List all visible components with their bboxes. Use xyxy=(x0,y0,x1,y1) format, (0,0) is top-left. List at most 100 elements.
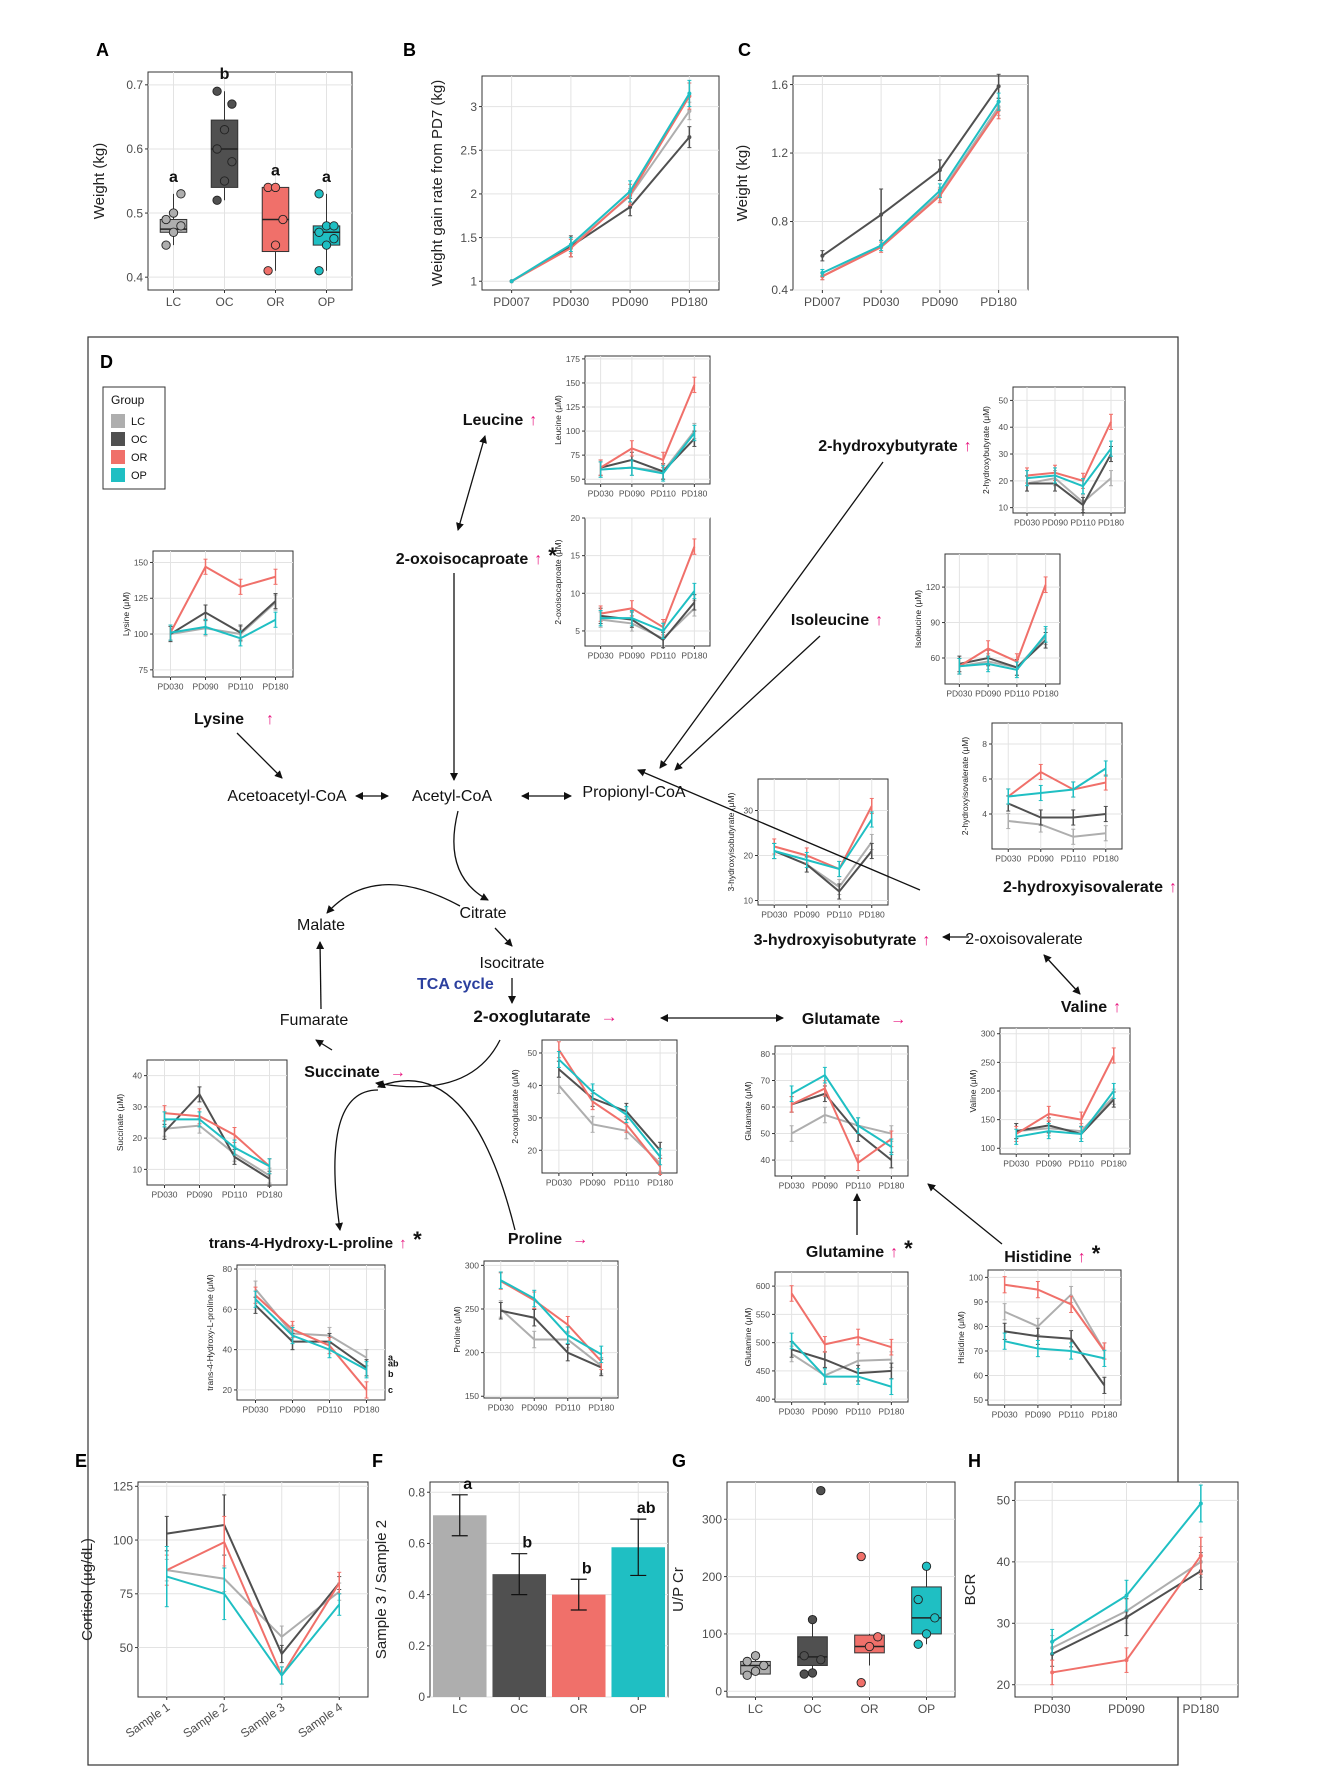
y-tick-label: 300 xyxy=(465,1260,479,1270)
y-tick-label: 1 xyxy=(470,274,477,288)
y-tick-label: 600 xyxy=(756,1281,770,1291)
y-tick-label: 200 xyxy=(981,1086,995,1096)
x-tick-label: PD030 xyxy=(553,295,590,309)
y-tick-label: 0.2 xyxy=(408,1639,425,1653)
box xyxy=(911,1586,942,1635)
significance-star: * xyxy=(413,1227,422,1252)
y-tick-label: 120 xyxy=(926,582,940,592)
y-tick-label: 50 xyxy=(974,1395,984,1405)
x-tick-label: PD110 xyxy=(614,1178,640,1188)
x-tick-label: PD090 xyxy=(187,1190,213,1200)
series-line-OP xyxy=(959,633,1047,671)
x-tick-label: PD180 xyxy=(588,1403,614,1413)
y-tick-label: 50 xyxy=(528,1048,538,1058)
y-tick-label: 8 xyxy=(982,739,987,749)
y-tick-label: 40 xyxy=(223,1345,233,1355)
significance-letter: a xyxy=(169,169,178,186)
significance-letter: b xyxy=(582,1560,592,1577)
chart-lysine: 75 100 125 150 PD030 PD090 PD110 PD180 Lysine (μ… xyxy=(121,550,294,692)
y-axis-label: Sample 3 / Sample 2 xyxy=(373,1520,390,1659)
y-tick-label: 0 xyxy=(418,1690,425,1704)
data-point xyxy=(314,266,324,276)
series-line-OP xyxy=(166,1575,341,1678)
y-axis-label: Succinate (μM) xyxy=(115,1094,125,1151)
y-tick-label: 40 xyxy=(999,422,1009,432)
x-tick-label: PD090 xyxy=(1028,854,1054,864)
x-tick-label: PD180 xyxy=(263,682,289,692)
data-point xyxy=(913,1594,923,1605)
y-axis-label: Weight (kg) xyxy=(91,143,108,219)
data-point xyxy=(687,91,692,96)
x-tick-label: OC xyxy=(510,1702,528,1716)
y-tick-label: 20 xyxy=(133,1133,143,1143)
pathway-arrow xyxy=(315,1039,333,1051)
x-tick-label: PD090 xyxy=(1025,1410,1051,1420)
y-tick-label: 75 xyxy=(120,1587,134,1601)
data-point xyxy=(509,279,514,284)
y-tick-label: 100 xyxy=(981,1143,995,1153)
y-axis-label: 2-oxoisocaproate (μM) xyxy=(553,539,563,624)
y-axis-label: Leucine (μM) xyxy=(553,395,563,445)
data-point xyxy=(227,157,237,167)
y-tick-label: 15 xyxy=(571,551,581,561)
node-hydroxyisovalerate: 2-hydroxyisovalerate xyxy=(1003,879,1163,896)
data-point xyxy=(996,84,1001,89)
series-line-OC xyxy=(1027,453,1112,507)
node-oxoisocaproate: 2-oxoisocaproate xyxy=(396,551,529,568)
data-point xyxy=(799,1651,809,1661)
panel-b-chart: 1 1.5 2 2.5 3 PD007 PD030 PD090 PD180 Weight gain… xyxy=(429,75,720,309)
y-tick-label: 125 xyxy=(566,402,580,412)
x-tick-label: PD180 xyxy=(878,1181,904,1191)
y-tick-label: 150 xyxy=(134,557,148,567)
y-tick-label: 0.4 xyxy=(126,270,143,284)
legend-label: OC xyxy=(131,434,148,446)
data-point xyxy=(161,240,171,250)
y-tick-label: 20 xyxy=(223,1385,233,1395)
y-tick-label: 1.2 xyxy=(771,146,788,160)
significance-letter: ab xyxy=(637,1500,656,1517)
x-tick-label: PD090 xyxy=(812,1181,838,1191)
plot-area xyxy=(584,355,711,485)
y-axis-label: Glutamate (μM) xyxy=(743,1081,753,1140)
y-axis-label: Glutamine (μM) xyxy=(743,1307,753,1366)
node-oxoglutarate: 2-oxoglutarate xyxy=(473,1007,590,1026)
significance-letter: ab xyxy=(388,1359,399,1369)
data-point xyxy=(161,214,171,225)
data-point xyxy=(807,1668,818,1678)
y-tick-label: 2.5 xyxy=(460,143,477,157)
y-tick-label: 50 xyxy=(571,474,581,484)
chart-glutamate: 40 50 60 70 80 PD030 PD090 PD110 PD180 Glutamate … xyxy=(743,1045,909,1191)
x-tick-label: PD090 xyxy=(1036,1159,1062,1169)
x-tick-label: PD180 xyxy=(671,295,708,309)
y-axis-label: Lysine (μM) xyxy=(121,592,131,636)
y-tick-label: 450 xyxy=(756,1366,770,1376)
plot-area xyxy=(481,75,720,291)
pathway-arrow xyxy=(637,769,921,891)
data-point xyxy=(687,108,692,113)
y-axis-label: Histidine (μM) xyxy=(956,1311,966,1364)
series-line-LC xyxy=(791,1353,892,1377)
chart-proline: 150 200 250 300 PD030 PD090 PD110 PD180 Proline … xyxy=(452,1260,619,1413)
x-tick-label: PD090 xyxy=(922,295,959,309)
x-tick-label: OP xyxy=(918,1702,935,1716)
y-tick-label: 50 xyxy=(997,1494,1011,1508)
x-tick-label: PD180 xyxy=(980,295,1017,309)
series-line-OP xyxy=(164,1118,270,1168)
significance-letter: a xyxy=(463,1476,472,1493)
right-arrow-icon: → xyxy=(601,1007,618,1026)
tca-cycle-title: TCA cycle xyxy=(417,976,494,993)
y-axis-label: Proline (μM) xyxy=(452,1306,462,1353)
x-tick-label: PD030 xyxy=(158,682,184,692)
series-line-OC xyxy=(1016,1098,1115,1136)
x-tick-label: PD110 xyxy=(827,910,853,920)
data-point xyxy=(329,234,339,244)
y-tick-label: 300 xyxy=(702,1512,722,1526)
x-tick-label: PD030 xyxy=(546,1178,572,1188)
x-tick-label: PD110 xyxy=(555,1403,581,1413)
data-point xyxy=(750,1666,761,1676)
node-acetyl: Acetyl-CoA xyxy=(412,788,492,805)
y-axis-label: 2-hydroxybutyrate (μM) xyxy=(981,406,991,494)
chart-oxoisocaproate: 5 10 15 20 PD030 PD090 PD110 PD180 2-oxoisocapro… xyxy=(553,513,711,661)
x-tick-label: PD110 xyxy=(650,489,676,499)
